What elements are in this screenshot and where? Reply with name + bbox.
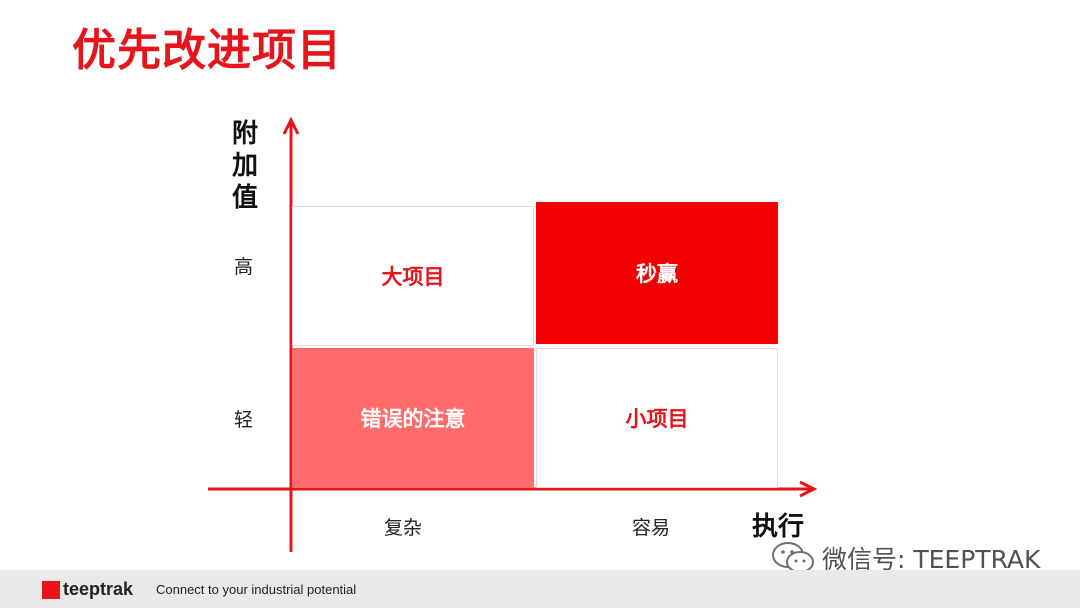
footer-bar: teeptrak Connect to your industrial pote… <box>0 570 1080 608</box>
quadrant-label: 大项目 <box>381 265 445 289</box>
y-axis-title: 附加值 <box>231 119 258 213</box>
logo-text: teeptrak <box>63 579 134 599</box>
company-logo: teeptrak <box>42 579 133 600</box>
y-tick-low: 轻 <box>234 409 254 431</box>
quadrant-label: 小项目 <box>625 407 689 431</box>
watermark-text: 微信号: TEEPTRAK <box>822 545 1041 574</box>
quadrant-quick-win: 秒赢 <box>536 202 778 344</box>
x-tick-easy: 容易 <box>632 517 671 539</box>
quadrant-small-project: 小项目 <box>536 348 778 488</box>
x-axis-title: 执行 <box>752 512 805 542</box>
logo-mark-icon <box>42 580 60 599</box>
y-tick-high: 高 <box>234 256 254 278</box>
quadrant-label: 错误的注意 <box>360 407 466 431</box>
footer-tagline: Connect to your industrial potential <box>156 582 357 597</box>
x-axis-arrowhead <box>799 480 818 498</box>
quadrant-wrong-focus: 错误的注意 <box>292 348 534 488</box>
page-title: 优先改进项目 <box>72 25 342 76</box>
x-tick-complex: 复杂 <box>384 517 423 539</box>
quadrant-label: 秒赢 <box>636 262 678 286</box>
y-axis-arrowhead <box>282 116 300 135</box>
quadrant-big-project: 大项目 <box>292 206 534 346</box>
